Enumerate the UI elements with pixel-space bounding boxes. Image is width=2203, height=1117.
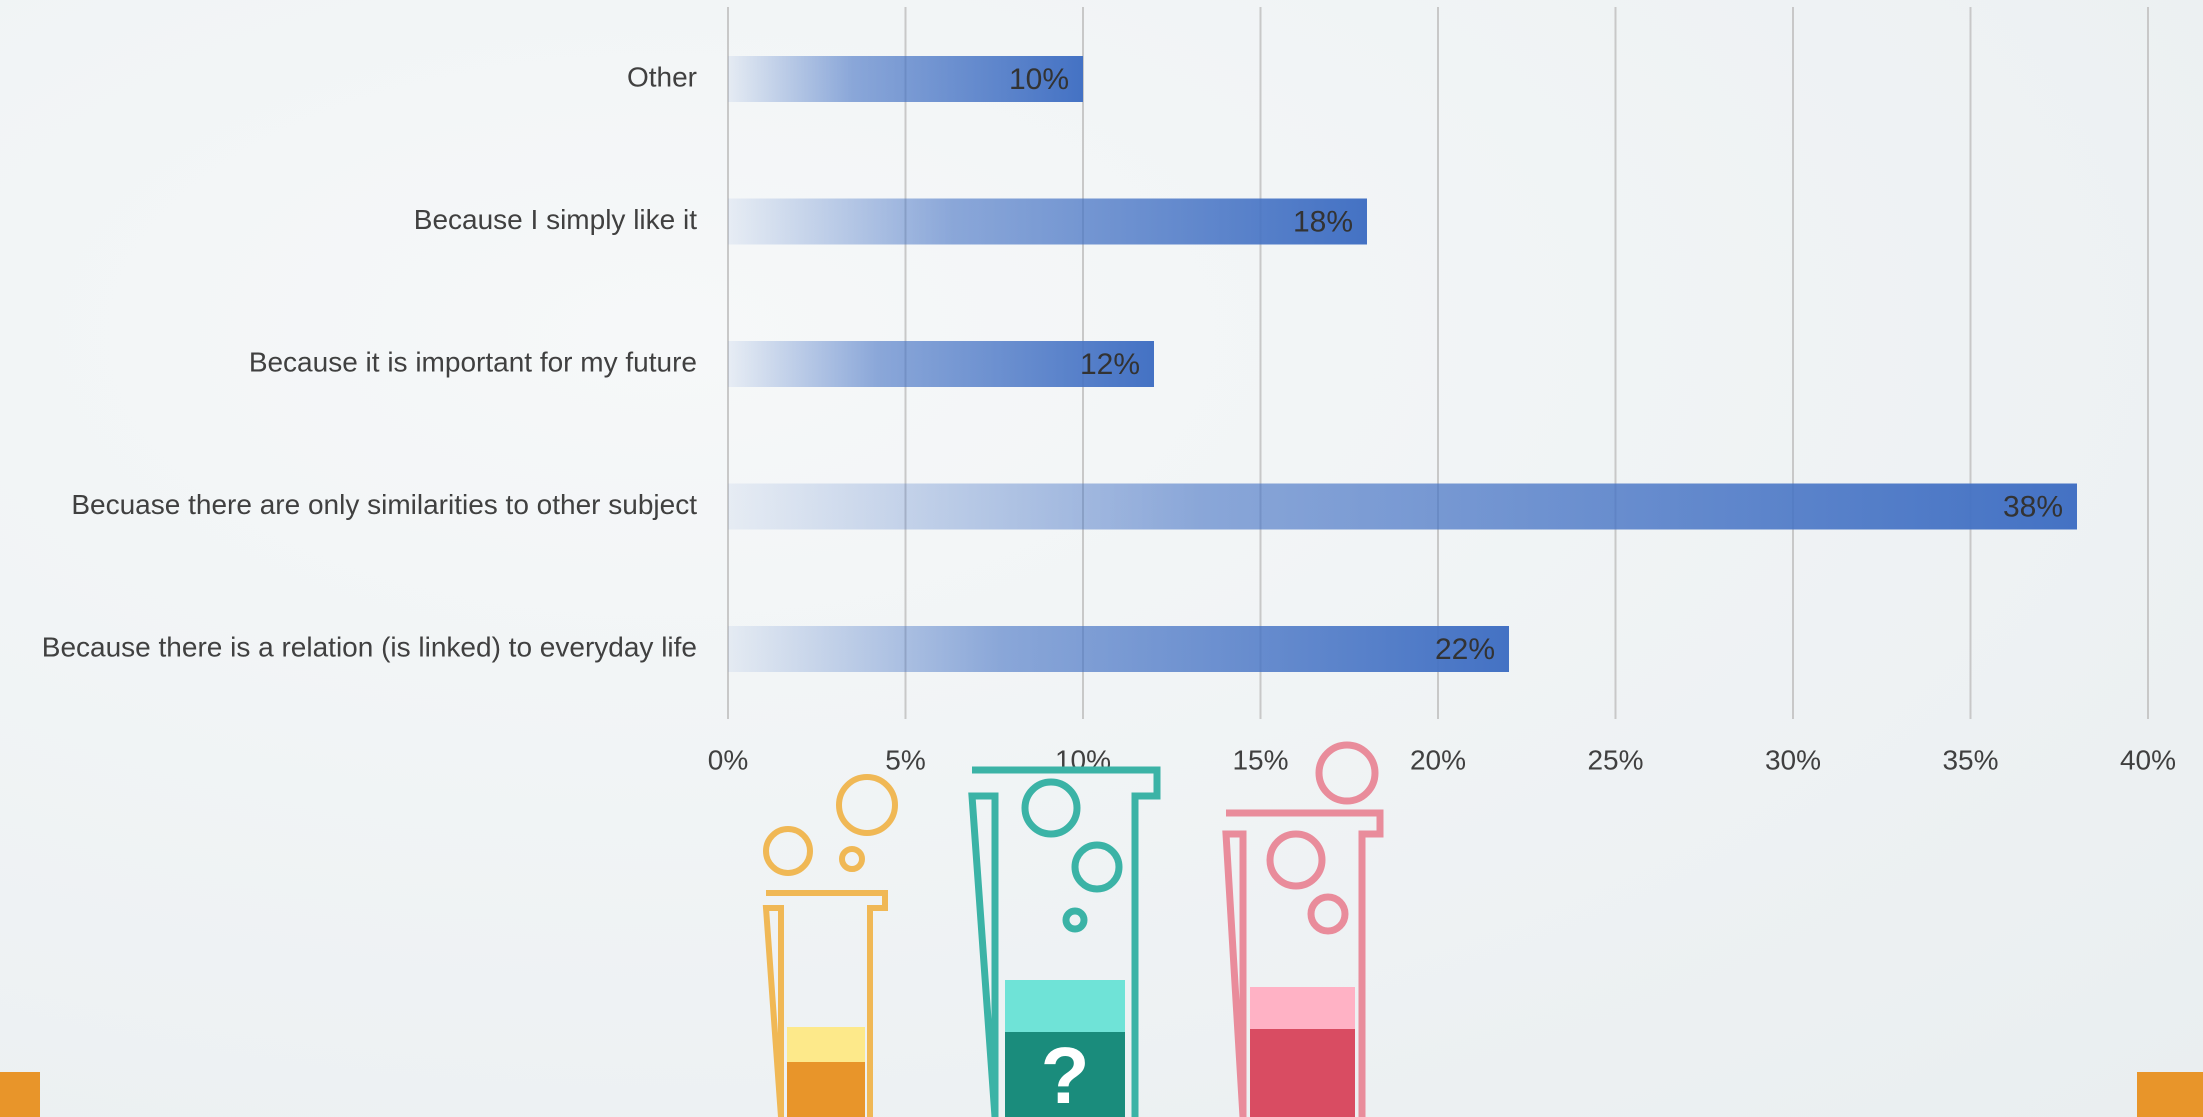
bar: [728, 483, 2077, 530]
category-label: Because there is a relation (is linked) …: [42, 631, 697, 662]
data-label: 12%: [1080, 348, 1140, 381]
data-label: 10%: [1009, 63, 1069, 96]
x-tick-label: 0%: [708, 744, 748, 775]
x-tick-label: 20%: [1410, 744, 1466, 775]
x-tick-label: 5%: [885, 744, 925, 775]
x-tick-label: 30%: [1765, 744, 1821, 775]
category-label: Because it is important for my future: [249, 346, 697, 377]
data-label: 18%: [1293, 205, 1353, 238]
icon: ?: [1041, 1031, 1090, 1117]
data-label: 22%: [1435, 633, 1495, 666]
x-tick-label: 25%: [1587, 744, 1643, 775]
bar: [728, 341, 1154, 387]
x-tick-label: 15%: [1232, 744, 1288, 775]
bar: [728, 56, 1083, 102]
bar: [728, 626, 1509, 672]
category-label: Because I simply like it: [414, 204, 697, 235]
category-label: Other: [627, 61, 697, 92]
x-tick-label: 35%: [1942, 744, 1998, 775]
data-label: 38%: [2003, 490, 2063, 523]
decoration: ?: [0, 741, 2203, 1117]
x-tick-label: 40%: [2120, 744, 2176, 775]
bar: [728, 198, 1367, 245]
category-label: Becuase there are only similarities to o…: [71, 489, 697, 520]
